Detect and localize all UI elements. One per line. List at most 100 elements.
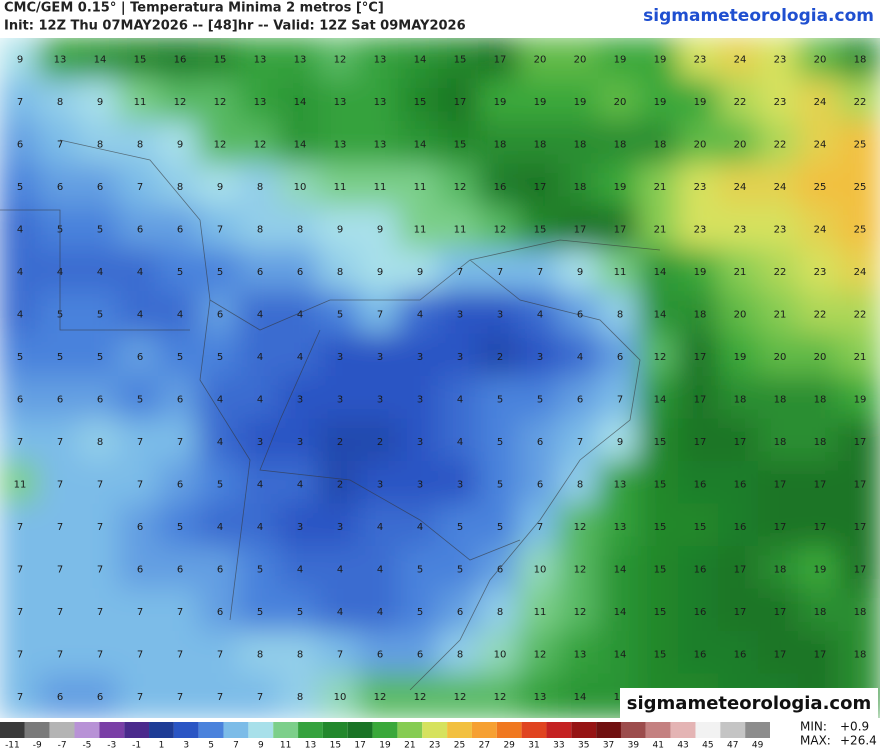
temperature-cell <box>358 588 402 635</box>
temperature-cell <box>758 78 802 125</box>
colorbar-label: -3 <box>107 741 116 751</box>
grid-value: 20 <box>534 54 547 65</box>
temperature-cell <box>718 78 762 125</box>
temperature-cell <box>478 333 522 380</box>
grid-value: 7 <box>457 267 463 278</box>
colorbar-label: 37 <box>603 741 614 751</box>
temperature-cell <box>438 206 482 253</box>
colorbar-swatch <box>248 722 274 738</box>
temperature-cell <box>118 78 162 125</box>
grid-value: 6 <box>137 564 143 575</box>
temperature-cell <box>158 121 202 168</box>
grid-value: 7 <box>177 437 183 448</box>
temperature-cell <box>38 121 82 168</box>
grid-value: 6 <box>97 394 103 405</box>
max-label: MAX: <box>800 734 831 748</box>
grid-value: 20 <box>694 139 707 150</box>
grid-value: 17 <box>814 522 827 533</box>
grid-value: 17 <box>854 437 867 448</box>
temperature-cell <box>198 376 242 423</box>
temperature-cell <box>758 546 802 593</box>
grid-value: 4 <box>97 267 103 278</box>
colorbar-swatch <box>397 722 423 738</box>
temperature-cell <box>678 546 722 593</box>
temperature-cell <box>518 546 562 593</box>
grid-value: 4 <box>17 309 23 320</box>
grid-value: 21 <box>774 309 787 320</box>
grid-value: 6 <box>137 522 143 533</box>
temperature-cell <box>518 673 562 718</box>
temperature-cell <box>518 503 562 550</box>
temperature-cell <box>0 333 42 380</box>
grid-value: 3 <box>377 479 383 490</box>
grid-value: 23 <box>694 182 707 193</box>
temperature-cell <box>118 503 162 550</box>
colorbar-label: 23 <box>429 741 440 751</box>
temperature-cell <box>318 418 362 465</box>
colorbar-label: 15 <box>330 741 341 751</box>
grid-value: 20 <box>814 54 827 65</box>
grid-value: 17 <box>774 649 787 660</box>
temperature-cell <box>118 461 162 508</box>
grid-value: 6 <box>217 564 223 575</box>
grid-value: 19 <box>494 97 507 108</box>
grid-value: 17 <box>734 607 747 618</box>
colorbar-swatch <box>322 722 348 738</box>
grid-value: 4 <box>337 564 343 575</box>
grid-value: 4 <box>377 522 383 533</box>
temperature-cell <box>238 546 282 593</box>
grid-value: 4 <box>137 309 143 320</box>
temperature-cell <box>798 38 842 83</box>
grid-value: 19 <box>534 97 547 108</box>
grid-value: 21 <box>854 352 867 363</box>
grid-value: 11 <box>454 224 467 235</box>
max-value: +26.4 <box>840 734 877 748</box>
grid-value: 14 <box>614 607 627 618</box>
temperature-cell <box>318 631 362 678</box>
temperature-cell <box>798 588 842 635</box>
temperature-cell <box>678 206 722 253</box>
grid-value: 7 <box>97 649 103 660</box>
temperature-cell <box>478 38 522 83</box>
grid-value: 2 <box>337 479 343 490</box>
grid-value: 17 <box>854 522 867 533</box>
temperature-cell <box>518 631 562 678</box>
temperature-cell <box>798 503 842 550</box>
temperature-cell <box>0 78 42 125</box>
temperature-cell <box>518 461 562 508</box>
temperature-cell <box>78 78 122 125</box>
grid-value: 12 <box>654 352 667 363</box>
grid-value: 14 <box>654 394 667 405</box>
colorbar-label: 41 <box>652 741 663 751</box>
grid-value: 16 <box>694 649 707 660</box>
temperature-cell <box>0 248 42 295</box>
grid-value: 16 <box>174 54 187 65</box>
colorbar-label: 21 <box>404 741 415 751</box>
grid-value: 2 <box>337 437 343 448</box>
grid-value: 13 <box>614 479 627 490</box>
temperature-cell <box>598 38 642 83</box>
temperature-cell <box>318 376 362 423</box>
grid-value: 17 <box>534 182 547 193</box>
temperature-cell <box>358 121 402 168</box>
grid-value: 5 <box>137 394 143 405</box>
grid-value: 15 <box>654 564 667 575</box>
grid-value: 8 <box>297 692 303 703</box>
grid-value: 7 <box>137 607 143 618</box>
grid-value: 8 <box>617 309 623 320</box>
grid-value: 8 <box>497 607 503 618</box>
grid-value: 11 <box>534 607 547 618</box>
grid-value: 8 <box>257 182 263 193</box>
grid-value: 24 <box>734 182 747 193</box>
grid-value: 4 <box>457 437 463 448</box>
temperature-cell <box>318 461 362 508</box>
temperature-cell <box>38 546 82 593</box>
temperature-cell <box>398 333 442 380</box>
grid-value: 4 <box>137 267 143 278</box>
grid-value: 10 <box>294 182 307 193</box>
temperature-cell <box>318 588 362 635</box>
temperature-cell <box>38 631 82 678</box>
temperature-cell <box>838 503 880 550</box>
colorbar-label: 47 <box>727 741 738 751</box>
temperature-cell <box>638 291 682 338</box>
